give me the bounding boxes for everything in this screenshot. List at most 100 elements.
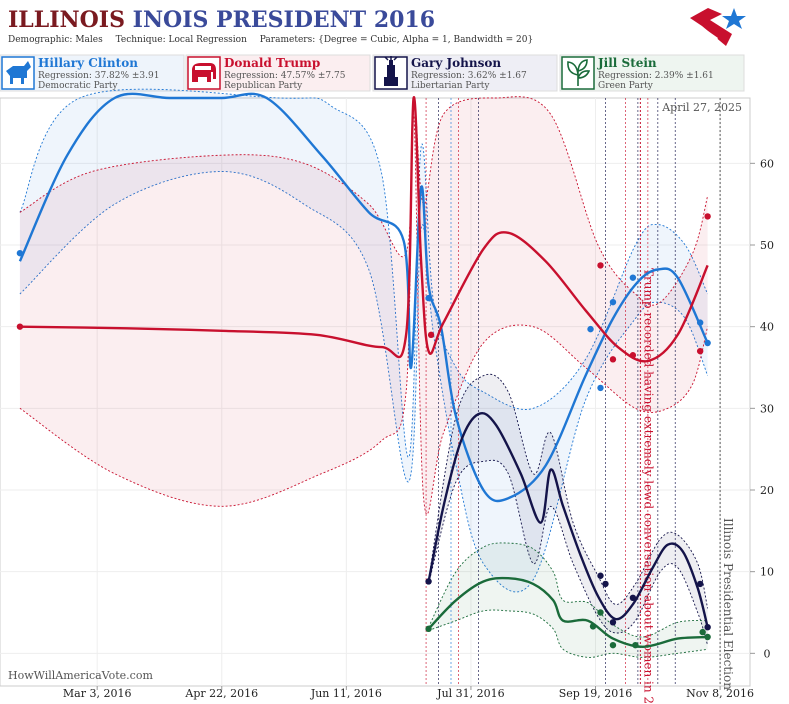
hillary-clinton-poll-point [597, 384, 604, 392]
liberty-shape [384, 60, 398, 86]
hillary-clinton-upper-bound [19, 88, 709, 458]
legend-candidate-name: Gary Johnson [411, 56, 501, 70]
legend-party: Libertarian Party [411, 81, 490, 91]
leaf-icon [567, 59, 591, 86]
hillary-clinton-poll-point [629, 274, 637, 281]
jill-stein-poll-point [699, 628, 706, 636]
donald-trump-poll-point [597, 262, 604, 269]
jill-stein-poll-point [425, 625, 432, 633]
elephant-icon [192, 63, 216, 82]
current-date: April 27, 2025 [661, 101, 742, 114]
donald-trump-poll-point [696, 347, 704, 355]
jill-stein-lower-bound [428, 609, 708, 658]
demographic-value: Males [75, 35, 103, 45]
legend-regression: Regression: 3.62% ±1.67 [411, 71, 527, 81]
hillary-clinton-lower-bound [19, 171, 709, 593]
donald-trump-poll-point [427, 331, 435, 339]
x-tick-label: Jul 31, 2016 [436, 687, 505, 700]
hillary-clinton-band [19, 89, 708, 592]
event-label-1: Illinois Presidential Election [721, 518, 735, 690]
x-axis: Mar 3, 2016 Apr 22, 2016 Jun 11, 2016 Jul 3… [63, 686, 754, 700]
x-tick-label: Nov 8, 2016 [686, 687, 754, 700]
y-tick-label: 0 [764, 647, 771, 660]
event-lines: Trump recorded having extremely lewd con… [425, 98, 735, 704]
jill-stein-poll-point [589, 623, 597, 630]
x-tick-label: Sep 19, 2016 [559, 687, 633, 700]
y-tick-label: 20 [760, 484, 774, 497]
hillary-clinton-poll-point [704, 339, 711, 347]
donald-trump-lower-bound [19, 113, 709, 515]
elephant-stripe [195, 66, 211, 70]
plot-frame [0, 97, 751, 687]
y-tick-label: 60 [760, 157, 774, 170]
jill-stein-trend-line [427, 576, 708, 648]
jill-stein-poll-point [704, 633, 711, 641]
chart-header: ILLINOIS INOIS PRESIDENT 2016 Demographi… [8, 7, 746, 46]
liberty-crown [384, 56, 398, 61]
legend-candidate-name: Hillary Clinton [38, 56, 138, 70]
legend-regression: Regression: 37.82% ±3.91 [38, 71, 159, 81]
legend-regression: Regression: 2.39% ±1.61 [598, 71, 714, 81]
x-tick-label: Jun 11, 2016 [310, 687, 382, 700]
legend-candidate-name: Jill Stein [597, 56, 657, 70]
donald-trump-poll-point [704, 213, 711, 220]
legend-regression: Regression: 47.57% ±7.75 [224, 71, 346, 81]
donald-trump-trend-line [19, 96, 709, 363]
parameters-label: Parameters: [260, 35, 315, 45]
y-tick-label: 10 [760, 566, 774, 579]
y-axis: 0 10 20 30 40 50 60 [750, 157, 774, 660]
gary-johnson-poll-point [425, 578, 432, 585]
legend-party: Green Party [598, 81, 654, 91]
liberty-icon [384, 56, 398, 86]
title-state: ILLINOIS INOIS PRESIDENT 2016 [8, 7, 435, 33]
technique-label: Technique: [116, 35, 166, 45]
legend-party: Republican Party [224, 81, 303, 91]
donald-trump-poll-point [609, 356, 617, 363]
donald-trump-poll-point [16, 323, 24, 330]
gary-johnson-poll-point [597, 572, 604, 579]
svg-text:Demographic: Males Technique: Demographic: Males Technique: Local Regr… [8, 35, 533, 45]
legend-candidate-name: Donald Trump [224, 56, 320, 70]
poll-points [16, 213, 711, 649]
gary-johnson-trend-line [427, 411, 709, 628]
hillary-clinton-poll-point [587, 325, 594, 333]
gary-johnson-poll-point [629, 594, 637, 601]
site-watermark: HowWillAmericaVote.com [8, 669, 153, 682]
y-tick-label: 30 [760, 402, 774, 415]
hillary-clinton-poll-point [609, 298, 617, 306]
hillary-clinton-poll-point [696, 319, 704, 326]
gary-johnson-poll-point [704, 624, 711, 631]
donkey-icon [6, 61, 31, 84]
x-tick-label: Apr 22, 2016 [184, 687, 258, 700]
x-tick-label: Mar 3, 2016 [63, 687, 132, 700]
donald-trump-band [19, 96, 708, 515]
jill-stein-upper-bound [428, 542, 708, 638]
legend-party: Democratic Party [38, 81, 119, 91]
gary-johnson-poll-point [609, 619, 617, 626]
hillary-clinton-trend-line [18, 92, 709, 503]
gary-johnson-band [428, 374, 708, 646]
technique-value: Local Regression [169, 35, 248, 45]
jill-stein-poll-point [597, 609, 604, 616]
donkey-shape [6, 61, 31, 84]
y-tick-label: 40 [760, 321, 774, 334]
donald-trump-poll-point [629, 352, 637, 359]
jill-stein-band [428, 542, 708, 658]
site-logo-icon [690, 8, 746, 46]
hillary-clinton-poll-point [425, 294, 432, 302]
y-tick-label: 50 [760, 239, 774, 252]
leaf-shape [567, 59, 591, 86]
event-label-0: Trump recorded having extremely lewd con… [641, 268, 655, 704]
demographic-label: Demographic: [8, 35, 72, 45]
gary-johnson-poll-point [696, 580, 704, 588]
hillary-clinton-poll-point [16, 249, 24, 257]
parameters-value: {Degree = Cubic, Alpha = 1, Bandwidth = … [318, 35, 533, 45]
gary-johnson-upper-bound [428, 373, 709, 609]
jill-stein-poll-point [632, 641, 639, 649]
